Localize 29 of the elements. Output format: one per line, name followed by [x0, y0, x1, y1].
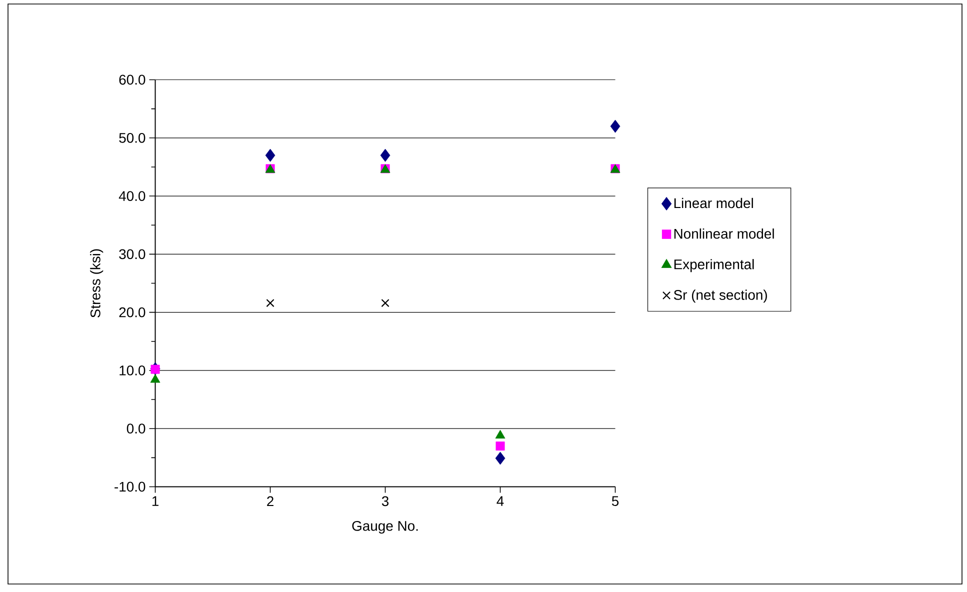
point — [380, 148, 390, 162]
y-tick-label: 20.0 — [119, 307, 146, 318]
point — [496, 442, 505, 451]
legend-label: Nonlinear model — [674, 228, 774, 239]
y-tick-label: 50.0 — [119, 132, 146, 143]
legend-label: Sr (net section) — [674, 290, 767, 303]
x-tick-label: 3 — [382, 496, 389, 506]
x-tick-label: 5 — [612, 496, 619, 506]
x-axis-title: Gauge No. — [352, 520, 418, 534]
y-tick-label: 60.0 — [119, 74, 146, 85]
point — [495, 430, 506, 439]
point — [381, 298, 390, 308]
point — [265, 148, 276, 162]
point — [495, 452, 506, 465]
x-tick-label: 1 — [152, 496, 158, 506]
point — [150, 364, 160, 374]
x-tick-label: 2 — [267, 496, 274, 506]
y-tick-label: 30.0 — [119, 249, 146, 260]
y-axis-title: Stress (ksi) — [90, 249, 104, 318]
y-tick-label: -10.0 — [114, 482, 146, 492]
y-tick-label: 10.0 — [120, 366, 146, 376]
point — [610, 120, 620, 133]
point — [266, 298, 274, 308]
legend-label: Linear model — [674, 198, 753, 208]
legend-label: Experimental — [674, 259, 754, 272]
point — [150, 374, 160, 383]
y-tick-label: 40.0 — [118, 191, 146, 201]
x-tick-label: 4 — [496, 496, 504, 506]
y-tick-label: 0.0 — [126, 424, 146, 434]
